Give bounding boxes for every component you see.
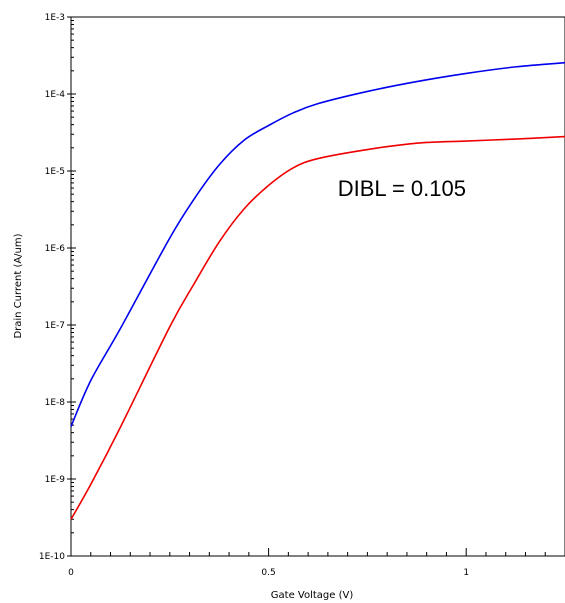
plot-frame — [70, 16, 565, 557]
y-tick-label: 1E-9 — [45, 475, 66, 485]
series-line-1 — [70, 61, 565, 427]
y-tick-label: 1E-4 — [45, 90, 66, 100]
x-tick-label: 0.5 — [261, 568, 275, 578]
x-tick-label: 1 — [463, 568, 469, 578]
x-tick-label: 0 — [68, 568, 74, 578]
y-tick-label: 1E-6 — [45, 244, 66, 254]
y-tick-label: 1E-5 — [45, 167, 65, 177]
y-tick-label: 1E-8 — [45, 398, 66, 408]
y-tick-label: 1E-7 — [45, 321, 65, 331]
x-axis-title: Gate Voltage (V) — [271, 590, 354, 601]
y-axis-title: Drain Current (A/um) — [13, 233, 24, 338]
y-tick-label: 1E-3 — [45, 13, 65, 23]
dibl-annotation: DIBL = 0.105 — [338, 176, 466, 201]
y-tick-label: 1E-10 — [39, 552, 65, 562]
series-group — [70, 61, 565, 520]
series-line-2 — [70, 135, 565, 520]
axis-ticks: 1E-10 1E-9 1E-8 1E-7 1E-6 1E-5 1E-4 1E-3 0 0.5 1 — [39, 13, 565, 578]
